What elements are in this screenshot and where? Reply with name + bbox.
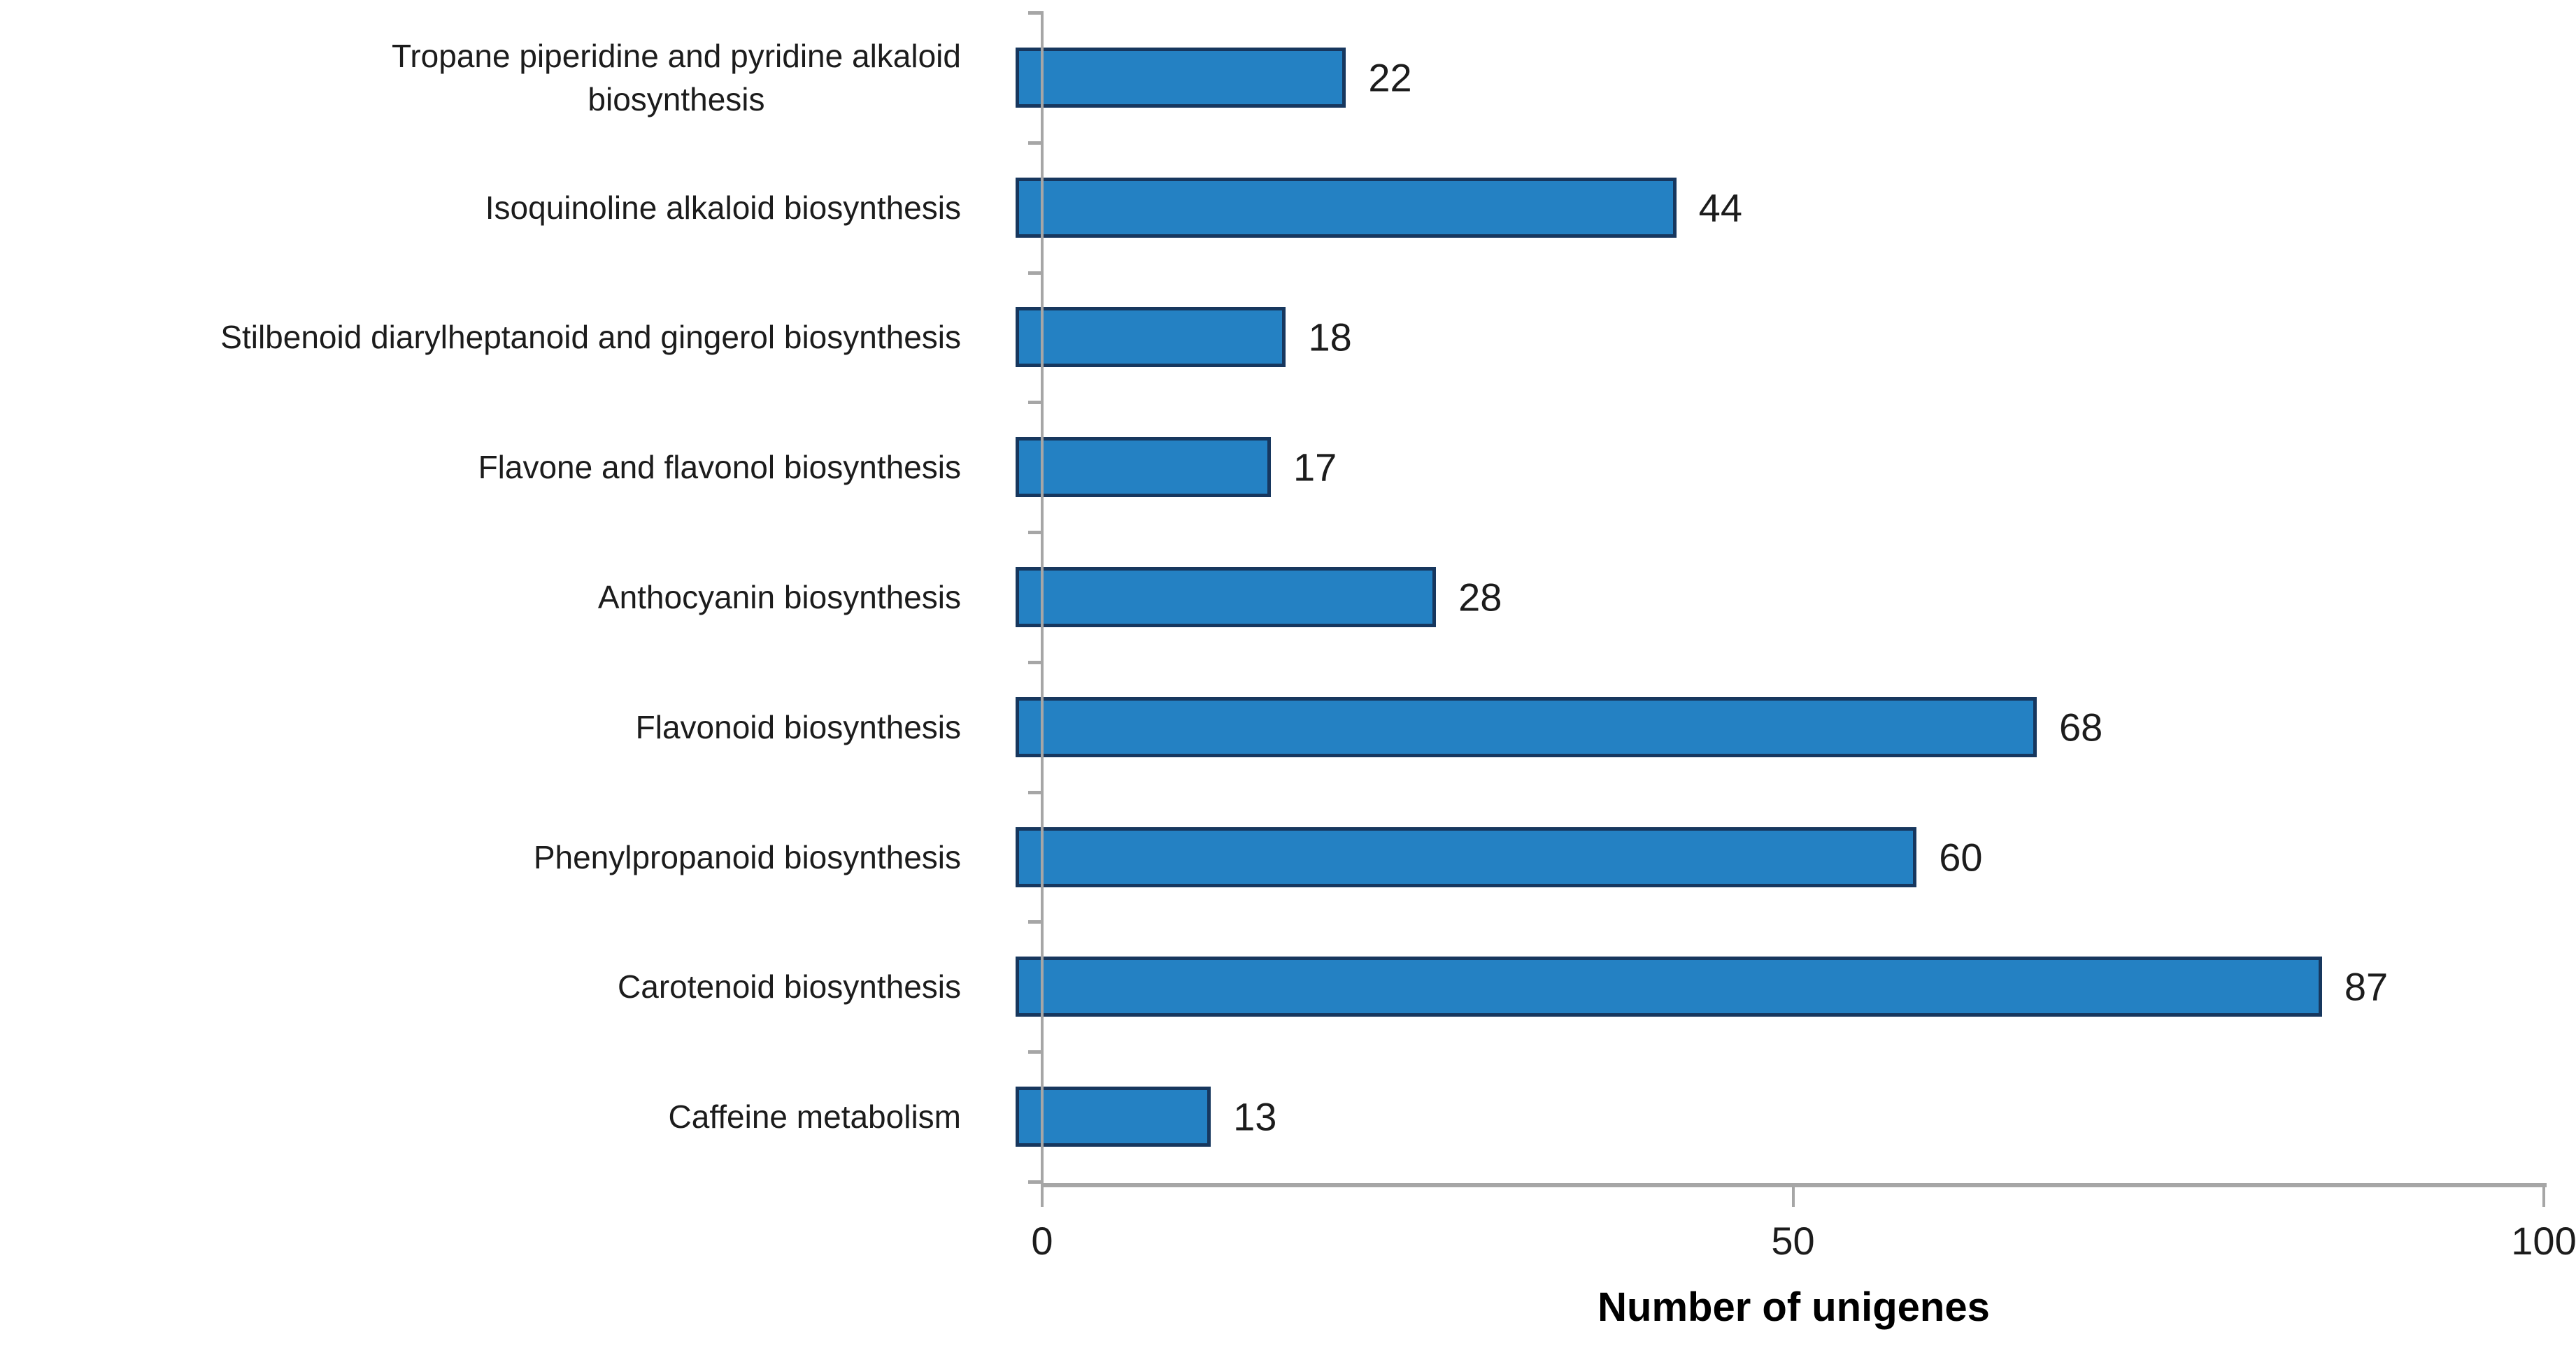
- bar: [1016, 696, 2037, 757]
- bar: [1016, 437, 1271, 498]
- category-label: Flavone and flavonol biosynthesis: [478, 449, 961, 486]
- chart-row: Flavone and flavonol biosynthesis 17: [0, 402, 2576, 532]
- bar: [1016, 1087, 1211, 1147]
- bar: [1016, 826, 1917, 887]
- y-tick: [1028, 1050, 1041, 1054]
- x-tick: [1041, 1187, 1044, 1207]
- value-label: 17: [1293, 445, 1337, 489]
- value-label: 60: [1939, 835, 1983, 880]
- bar: [1016, 957, 2322, 1017]
- chart-row: Isoquinoline alkaloid biosynthesis 44: [0, 143, 2576, 273]
- y-tick: [1028, 401, 1041, 405]
- category-label: Flavonoid biosynthesis: [635, 708, 961, 745]
- chart-row: Tropane piperidine and pyridine alkaloid…: [0, 13, 2576, 143]
- y-axis-line: [1041, 11, 1044, 1186]
- category-label: Carotenoid biosynthesis: [618, 968, 961, 1005]
- value-label: 44: [1698, 185, 1742, 230]
- category-label: Anthocyanin biosynthesis: [597, 578, 961, 615]
- bar: [1016, 567, 1437, 628]
- chart-row: Caffeine metabolism 13: [0, 1052, 2576, 1182]
- y-tick: [1028, 531, 1041, 535]
- bar: [1016, 177, 1677, 238]
- y-tick: [1028, 790, 1041, 794]
- bar: [1016, 47, 1346, 108]
- x-axis-line: [1041, 1183, 2547, 1187]
- chart-row: Anthocyanin biosynthesis 28: [0, 532, 2576, 662]
- y-tick: [1028, 141, 1041, 145]
- value-label: 28: [1458, 575, 1502, 620]
- x-tick: [1791, 1187, 1795, 1207]
- value-label: 87: [2344, 964, 2389, 1009]
- category-label: Phenylpropanoid biosynthesis: [533, 838, 961, 875]
- value-label: 22: [1368, 55, 1412, 100]
- x-tick-label: 0: [1031, 1219, 1053, 1263]
- x-axis-title: Number of unigenes: [1597, 1284, 1990, 1330]
- x-tick-label: 100: [2511, 1219, 2576, 1263]
- x-tick: [2542, 1187, 2545, 1207]
- category-label: Caffeine metabolism: [668, 1098, 961, 1136]
- x-tick-label: 50: [1771, 1219, 1815, 1263]
- y-tick: [1028, 920, 1041, 924]
- chart-row: Flavonoid biosynthesis 68: [0, 662, 2576, 792]
- y-tick: [1028, 1180, 1041, 1184]
- chart-row: Phenylpropanoid biosynthesis 60: [0, 792, 2576, 922]
- category-label: Isoquinoline alkaloid biosynthesis: [485, 189, 961, 226]
- x-tick-labels: 0 50 100: [1031, 1218, 2576, 1267]
- chart-row: Stilbenoid diarylheptanoid and gingerol …: [0, 273, 2576, 403]
- chart-row: Carotenoid biosynthesis 87: [0, 922, 2576, 1052]
- x-axis-ticks: [1041, 1187, 2545, 1207]
- value-label: 13: [1233, 1094, 1277, 1139]
- y-tick: [1028, 660, 1041, 664]
- category-label: Stilbenoid diarylheptanoid and gingerol …: [220, 319, 961, 356]
- category-label: Tropane piperidine and pyridine alkaloid…: [391, 37, 961, 117]
- y-tick: [1028, 11, 1041, 15]
- y-axis-ticks: [1028, 11, 1041, 1184]
- y-tick: [1028, 271, 1041, 275]
- bar: [1016, 307, 1286, 368]
- value-label: 18: [1308, 315, 1352, 359]
- value-label: 68: [2058, 705, 2103, 750]
- rows: Tropane piperidine and pyridine alkaloid…: [0, 13, 2576, 1182]
